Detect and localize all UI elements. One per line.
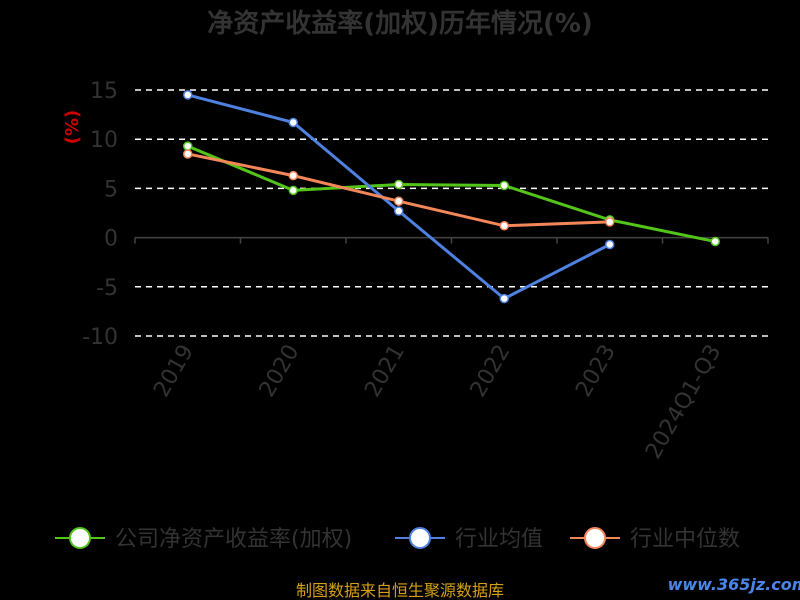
legend-label: 公司净资产收益率(加权) (115, 527, 352, 552)
x-tick-label: 2020 (255, 341, 305, 402)
data-point (183, 141, 193, 151)
source-footer: 制图数据来自恒生聚源数据库 (296, 581, 504, 600)
data-point (183, 149, 193, 159)
y-tick-label: 15 (90, 79, 118, 104)
x-tick-label: 2024Q1-Q3 (641, 341, 726, 464)
legend-label: 行业均值 (455, 527, 543, 552)
data-point (605, 217, 615, 227)
y-tick-label: -5 (96, 276, 118, 301)
y-tick-labels: 15 10 5 0 -5 -10 (82, 79, 118, 350)
legend-label: 行业中位数 (630, 527, 740, 552)
y-tick-label: 0 (104, 227, 118, 252)
data-point (499, 180, 509, 191)
data-point (394, 206, 404, 216)
x-tick-label: 2022 (466, 341, 516, 402)
legend-swatch-marker (409, 527, 431, 549)
y-tick-label: 5 (104, 177, 118, 202)
series-line (187, 144, 716, 244)
data-point (288, 185, 298, 196)
data-point (394, 179, 404, 190)
x-tick-label: 2019 (149, 341, 199, 402)
series-lines (183, 90, 720, 304)
x-tick-labels: 2019 2020 2021 2022 2023 2024Q1-Q3 (149, 341, 726, 464)
data-point (394, 196, 404, 206)
x-tick-label: 2023 (571, 341, 621, 402)
watermark: www.365jz.com (668, 575, 800, 594)
y-axis-label: (%) (62, 110, 83, 145)
data-point (499, 221, 509, 231)
data-point (605, 239, 615, 250)
data-point (499, 293, 509, 304)
axes (134, 236, 769, 244)
data-point (288, 117, 298, 128)
data-point (710, 236, 720, 247)
chart-title: 净资产收益率(加权)历年情况(%) (207, 8, 593, 39)
x-tick-label: 2021 (360, 341, 410, 402)
legend-swatch-marker (69, 527, 91, 549)
y-tick-label: -10 (82, 325, 118, 350)
legend-swatch-marker (584, 527, 606, 549)
data-point (288, 170, 298, 181)
data-point (183, 90, 193, 100)
y-tick-label: 10 (90, 128, 118, 153)
legend[interactable]: 公司净资产收益率(加权) 行业均值 行业中位数 (55, 527, 740, 552)
